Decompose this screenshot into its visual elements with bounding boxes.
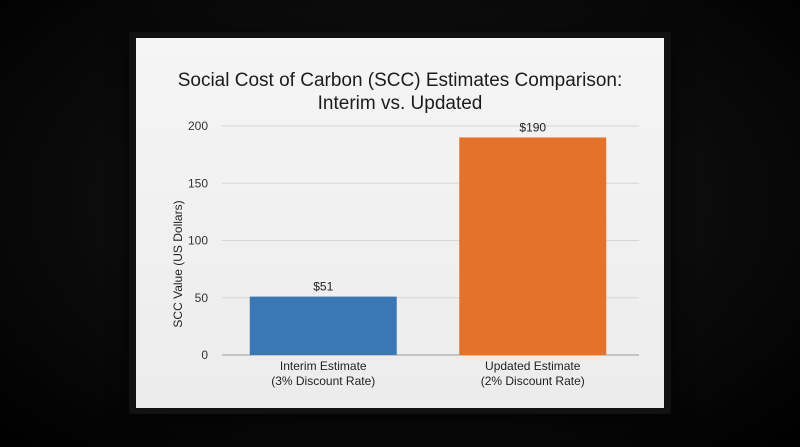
y-tick-label: 150 <box>188 176 208 190</box>
chart-title-line-1: Social Cost of Carbon (SCC) Estimates Co… <box>178 70 623 91</box>
data-label: $190 <box>519 120 546 134</box>
chart-panel: Social Cost of Carbon (SCC) Estimates Co… <box>136 38 664 408</box>
y-tick-label: 200 <box>188 119 208 133</box>
picture-frame: Social Cost of Carbon (SCC) Estimates Co… <box>129 32 671 414</box>
x-category-label: Updated Estimate <box>485 359 581 373</box>
data-label: $51 <box>313 280 333 294</box>
chart-title-line-2: Interim vs. Updated <box>318 93 483 114</box>
bar-chart: Social Cost of Carbon (SCC) Estimates Co… <box>171 70 639 388</box>
y-tick-label: 100 <box>188 234 208 248</box>
x-category-label: (2% Discount Rate) <box>481 374 585 388</box>
bars <box>249 137 607 355</box>
x-category-label: Interim Estimate <box>280 359 367 373</box>
y-tick-labels: 0 50 100 150 200 <box>188 119 208 362</box>
y-axis-label: SCC Value (US Dollars) <box>171 200 185 327</box>
y-tick-label: 50 <box>195 291 209 305</box>
y-tick-label: 0 <box>201 348 208 362</box>
bar <box>459 137 607 355</box>
x-category-labels: Interim Estimate(3% Discount Rate) Update… <box>271 359 585 388</box>
data-labels: $51 $190 <box>313 120 546 293</box>
bar <box>249 296 397 355</box>
x-category-label: (3% Discount Rate) <box>271 374 375 388</box>
